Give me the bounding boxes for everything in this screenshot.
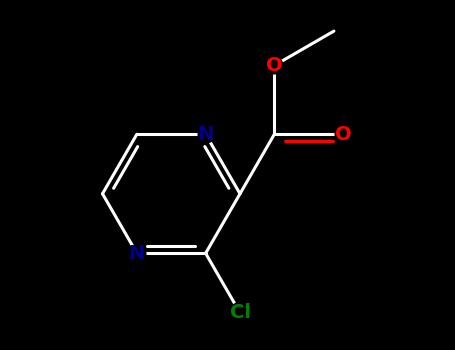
Text: O: O [335, 125, 351, 144]
Text: N: N [197, 125, 214, 144]
Text: Cl: Cl [229, 303, 251, 322]
Text: O: O [266, 56, 283, 75]
Text: N: N [129, 244, 145, 263]
